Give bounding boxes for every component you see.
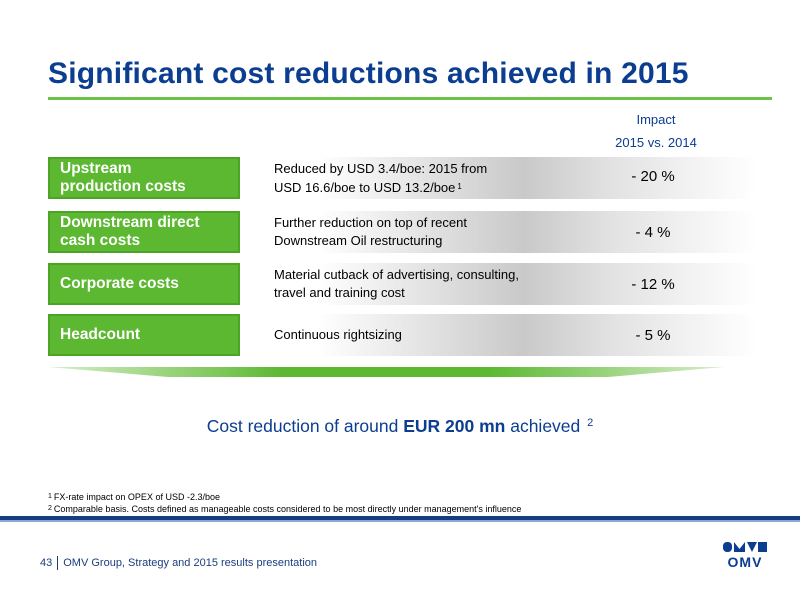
footer-text: OMV Group, Strategy and 2015 results pre… xyxy=(63,557,318,569)
footnote-text: FX-rate impact on OPEX of USD -2.3/boe xyxy=(53,492,220,502)
title-underline xyxy=(48,97,772,100)
row-label-line2: production costs xyxy=(60,178,186,195)
summary-statement: Cost reduction of around EUR 200 mn achi… xyxy=(0,416,800,437)
page-number: 43 xyxy=(40,557,53,569)
row-impact-value: - 5 % xyxy=(635,326,671,344)
row-gradient-strip xyxy=(240,211,756,253)
row-label-line1: Upstream xyxy=(60,160,132,177)
row-impact-value: - 20 % xyxy=(631,167,675,185)
footer-band-light xyxy=(0,520,800,522)
cost-row-downstream: Downstream direct cash costs Further red… xyxy=(48,211,756,253)
impact-header-line1: Impact xyxy=(636,112,676,127)
row-desc-line1: Reduced by USD 3.4/boe: 2015 from xyxy=(274,160,488,176)
footnote-2: 2 Comparable basis. Costs defined as mana… xyxy=(48,503,521,515)
row-label-line2: cash costs xyxy=(60,232,141,249)
row-desc-line1: Material cutback of advertising, consult… xyxy=(274,267,519,282)
footnotes: 1 FX-rate impact on OPEX of USD -2.3/boe … xyxy=(48,491,521,515)
row-gradient-strip xyxy=(240,263,756,305)
row-description: Continuous rightsizing xyxy=(274,314,604,356)
slide-footer: 43 OMV Group, Strategy and 2015 results … xyxy=(40,556,317,570)
row-label-line1: Corporate costs xyxy=(60,275,179,292)
row-label: Upstream production costs xyxy=(48,157,240,199)
row-gradient-strip xyxy=(240,157,756,199)
row-gradient-strip xyxy=(240,314,756,356)
green-taper-bar xyxy=(48,367,724,377)
footnote-marker: 1 xyxy=(48,493,52,500)
impact-header-line2: 2015 vs. 2014 xyxy=(615,135,697,150)
row-label: Downstream direct cash costs xyxy=(48,211,240,253)
footnote-ref: 1 xyxy=(457,181,462,191)
row-description: Reduced by USD 3.4/boe: 2015 from USD 16… xyxy=(274,157,604,199)
row-impact-value: - 4 % xyxy=(635,223,671,241)
cost-row-corporate: Corporate costs Material cutback of adve… xyxy=(48,263,756,305)
row-desc-line1: Further reduction on top of recent xyxy=(274,215,467,230)
cost-row-upstream: Upstream production costs Reduced by USD… xyxy=(48,157,756,199)
footnote-text: Comparable basis. Costs defined as manag… xyxy=(53,504,522,514)
slide-title: Significant cost reductions achieved in … xyxy=(48,57,689,90)
row-desc-line1: Continuous rightsizing xyxy=(274,327,402,342)
row-label-line1: Headcount xyxy=(60,326,141,343)
footer-divider xyxy=(57,556,59,570)
row-label: Corporate costs xyxy=(48,263,240,305)
footer-band-dark xyxy=(0,516,800,520)
summary-prefix: Cost reduction of around xyxy=(206,416,404,436)
omv-logo: OMV xyxy=(720,541,770,579)
omv-logo-icon xyxy=(720,541,770,553)
row-impact-value: - 12 % xyxy=(631,275,675,293)
row-label: Headcount xyxy=(48,314,240,356)
row-desc-line2: USD 16.6/boe to USD 13.2/boe xyxy=(274,179,456,195)
cost-row-headcount: Headcount Continuous rightsizing - 5 % xyxy=(48,314,756,356)
row-desc-line2: travel and training cost xyxy=(274,285,405,300)
row-label-line1: Downstream direct xyxy=(60,214,200,231)
row-desc-line2: Downstream Oil restructuring xyxy=(274,233,443,248)
footnote-ref: 2 xyxy=(587,417,594,429)
row-description: Further reduction on top of recent Downs… xyxy=(274,211,604,253)
omv-logo-text: OMV xyxy=(727,554,763,570)
footnote-1: 1 FX-rate impact on OPEX of USD -2.3/boe xyxy=(48,491,521,503)
row-description: Material cutback of advertising, consult… xyxy=(274,263,604,305)
summary-suffix: achieved xyxy=(505,416,586,436)
footnote-marker: 2 xyxy=(48,505,52,512)
summary-highlight: EUR 200 mn xyxy=(403,416,506,436)
impact-column-header: Impact 2015 vs. 2014 xyxy=(600,108,712,154)
